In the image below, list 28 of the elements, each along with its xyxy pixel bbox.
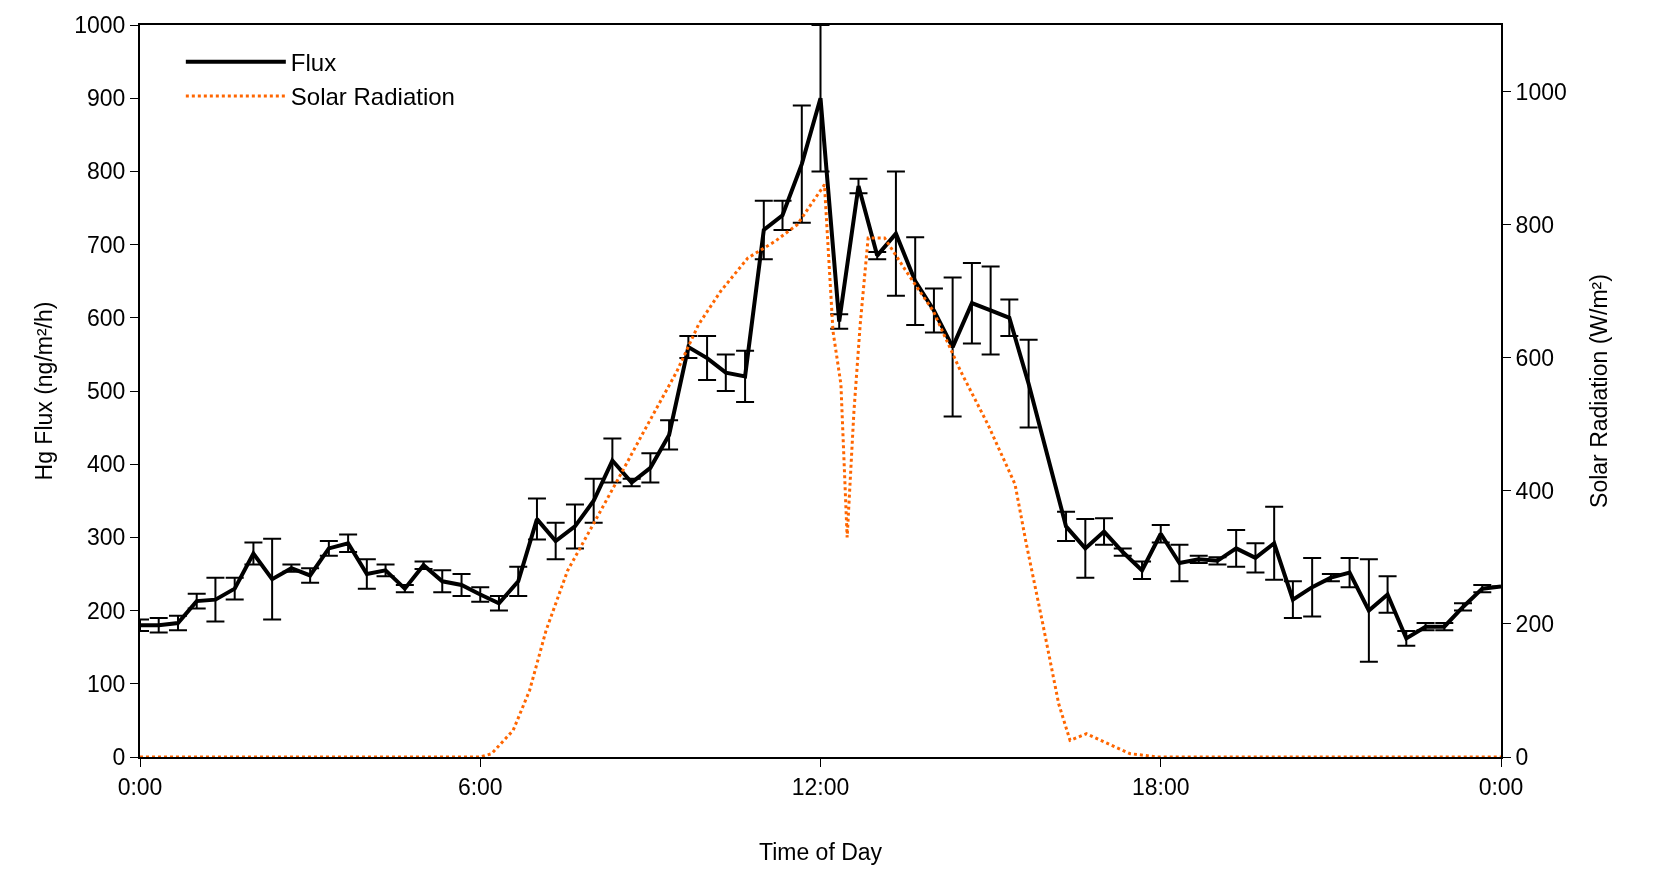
y-tick-label: 600 bbox=[87, 304, 126, 331]
y-tick-label: 200 bbox=[87, 597, 126, 624]
x-axis-title: Time of Day bbox=[758, 838, 883, 865]
x-tick-label: 12:00 bbox=[791, 773, 850, 800]
y-tick-label: 100 bbox=[87, 670, 126, 697]
x-tick-label: 6:00 bbox=[457, 773, 503, 800]
y2-axis-title: Solar Radiation (W/m²) bbox=[1585, 274, 1612, 508]
legend-label: Flux bbox=[290, 49, 337, 77]
line-series bbox=[140, 183, 1501, 757]
y-tick-label: 1000 bbox=[74, 12, 126, 39]
x-tick-label: 0:00 bbox=[1478, 773, 1524, 800]
y2-tick-label: 200 bbox=[1515, 610, 1554, 637]
y2-tick-label: 600 bbox=[1515, 344, 1554, 371]
y-tick-label: 0 bbox=[112, 744, 126, 771]
y-tick-label: 300 bbox=[87, 524, 126, 551]
y2-tick-label: 400 bbox=[1515, 477, 1554, 504]
y2-tick-label: 800 bbox=[1515, 211, 1554, 238]
y2-tick-label: 1000 bbox=[1515, 78, 1567, 105]
y-axis-title: Hg Flux (ng/m²/h) bbox=[31, 301, 58, 481]
y2-tick-label: 0 bbox=[1515, 744, 1529, 771]
y-tick-label: 500 bbox=[87, 378, 126, 405]
x-tick-label: 18:00 bbox=[1131, 773, 1190, 800]
y-tick-label: 400 bbox=[87, 451, 126, 478]
y-tick-label: 700 bbox=[87, 231, 126, 258]
x-tick-label: 0:00 bbox=[117, 773, 163, 800]
y-tick-label: 900 bbox=[87, 85, 126, 112]
y-tick-label: 800 bbox=[87, 158, 126, 185]
legend-label: Solar Radiation bbox=[290, 83, 455, 111]
